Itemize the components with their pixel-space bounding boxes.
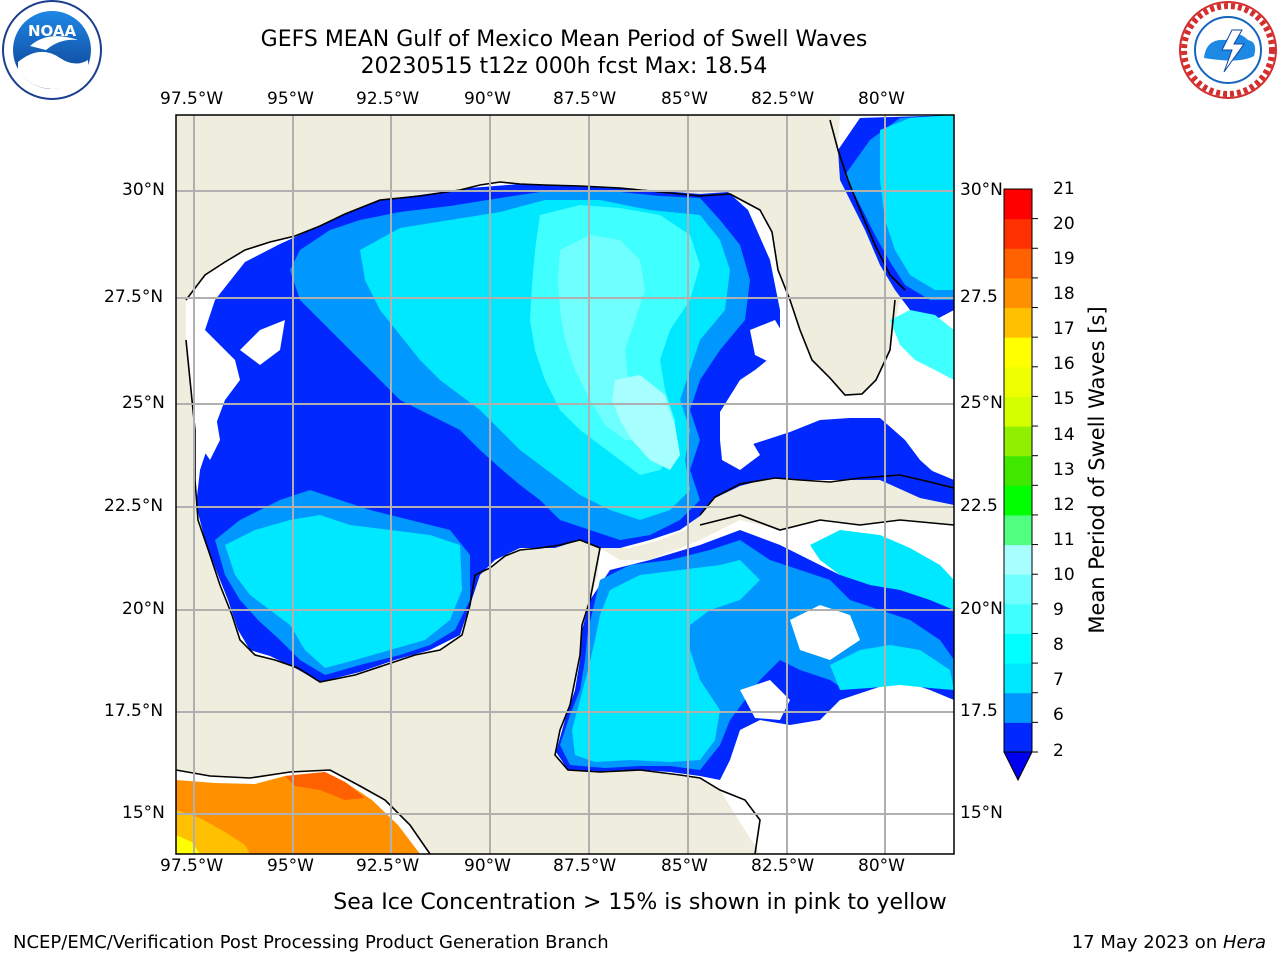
colorbar-segment <box>1004 692 1032 723</box>
colorbar-tick: 20 <box>1053 214 1075 234</box>
lat-tick-left: 20°N <box>122 599 165 619</box>
footer-machine: Hera <box>1222 932 1266 953</box>
lat-tick-left: 15°N <box>122 803 165 823</box>
map-subtitle-run: 20230515 t12z 000h fcst Max: 18.54 <box>360 54 768 79</box>
colorbar-frame <box>1003 188 1033 753</box>
colorbar-segment <box>1004 544 1032 575</box>
colorbar-tick: 19 <box>1053 249 1075 269</box>
lon-tick-top: 80°W <box>858 89 905 109</box>
lat-tick-right: 30°N <box>960 180 1003 200</box>
colorbar-segment <box>1004 396 1032 427</box>
colorbar-tick: 11 <box>1053 530 1075 550</box>
colorbar-segment <box>1004 485 1032 516</box>
colorbar-tick: 18 <box>1053 284 1075 304</box>
lat-tick-left: 17.5°N <box>104 701 164 721</box>
coastlines <box>176 119 954 854</box>
colorbar-segment <box>1004 366 1032 397</box>
lon-tick-bottom: 92.5°W <box>356 856 420 876</box>
footer-credit: NCEP/EMC/Verification Post Processing Pr… <box>13 932 609 953</box>
colorbar-tick: 6 <box>1053 705 1064 725</box>
lat-tick-left: 22.5°N <box>104 496 164 516</box>
lon-tick-top: 87.5°W <box>553 89 617 109</box>
lon-tick-bottom: 82.5°W <box>751 856 815 876</box>
colorbar-tick: 10 <box>1053 565 1075 585</box>
noaa-logo-text: NOAA <box>28 22 77 40</box>
colorbar-segment <box>1004 633 1032 664</box>
lon-tick-bottom: 97.5°W <box>160 856 224 876</box>
colorbar-tick: 14 <box>1053 425 1075 445</box>
lat-tick-right: 27.5 <box>960 287 998 307</box>
colorbar-segment <box>1004 574 1032 605</box>
colorbar-tick: 12 <box>1053 495 1075 515</box>
lon-tick-top: 90°W <box>464 89 511 109</box>
swell-period-contours <box>196 115 954 854</box>
lon-tick-top: 97.5°W <box>160 89 224 109</box>
footer-date: 17 May 2023 on Hera <box>1072 932 1266 953</box>
map-frame <box>175 114 955 855</box>
colorbar-segment <box>1004 603 1032 634</box>
map-panel <box>176 115 954 854</box>
lon-tick-top: 82.5°W <box>751 89 815 109</box>
graticule <box>176 115 954 854</box>
colorbar-segment <box>1004 337 1032 368</box>
colorbar-tick: 15 <box>1053 389 1075 409</box>
colorbar-segment <box>1004 663 1032 694</box>
colorbar-tick: 17 <box>1053 319 1075 339</box>
lat-tick-right: 17.5 <box>960 701 998 721</box>
lat-tick-right: 25°N <box>960 393 1003 413</box>
colorbar-tick: 21 <box>1053 179 1075 199</box>
colorbar-segment <box>1004 189 1032 220</box>
colorbar-extend-arrow <box>1003 751 1033 782</box>
lon-tick-bottom: 85°W <box>661 856 708 876</box>
lon-tick-top: 92.5°W <box>356 89 420 109</box>
lat-tick-right: 20°N <box>960 599 1003 619</box>
lon-tick-top: 85°W <box>661 89 708 109</box>
noaa-logo: NOAA <box>2 0 102 100</box>
nws-logo <box>1179 1 1277 99</box>
lat-tick-left: 30°N <box>122 180 165 200</box>
lon-tick-bottom: 80°W <box>858 856 905 876</box>
lon-tick-bottom: 87.5°W <box>553 856 617 876</box>
colorbar-segment <box>1004 218 1032 249</box>
colorbar-segment <box>1004 426 1032 457</box>
lon-tick-bottom: 90°W <box>464 856 511 876</box>
footer-date-text: 17 May 2023 on <box>1071 932 1223 953</box>
lat-tick-left: 27.5°N <box>104 287 164 307</box>
lon-tick-top: 95°W <box>267 89 314 109</box>
lon-tick-bottom: 95°W <box>267 856 314 876</box>
colorbar-segment <box>1004 277 1032 309</box>
colorbar-tick: 13 <box>1053 460 1075 480</box>
lat-tick-right: 15°N <box>960 803 1003 823</box>
colorbar-tick: 9 <box>1053 600 1064 620</box>
colorbar-segment <box>1004 514 1032 546</box>
colorbar-segment <box>1004 722 1032 753</box>
colorbar <box>1003 188 1038 782</box>
colorbar-tick: 7 <box>1053 670 1064 690</box>
colorbar-segment <box>1004 455 1032 486</box>
colorbar-segment <box>1004 248 1032 279</box>
lat-tick-right: 22.5 <box>960 496 998 516</box>
map-title: GEFS MEAN Gulf of Mexico Mean Period of … <box>260 27 868 52</box>
colorbar-tick: 16 <box>1053 354 1075 374</box>
colorbar-tick: 8 <box>1053 635 1064 655</box>
colorbar-segment <box>1004 307 1032 338</box>
sea-ice-note: Sea Ice Concentration > 15% is shown in … <box>333 890 947 915</box>
colorbar-label: Mean Period of Swell Waves [s] <box>1085 306 1109 634</box>
colorbar-tick: 2 <box>1053 741 1064 761</box>
lat-tick-left: 25°N <box>122 393 165 413</box>
